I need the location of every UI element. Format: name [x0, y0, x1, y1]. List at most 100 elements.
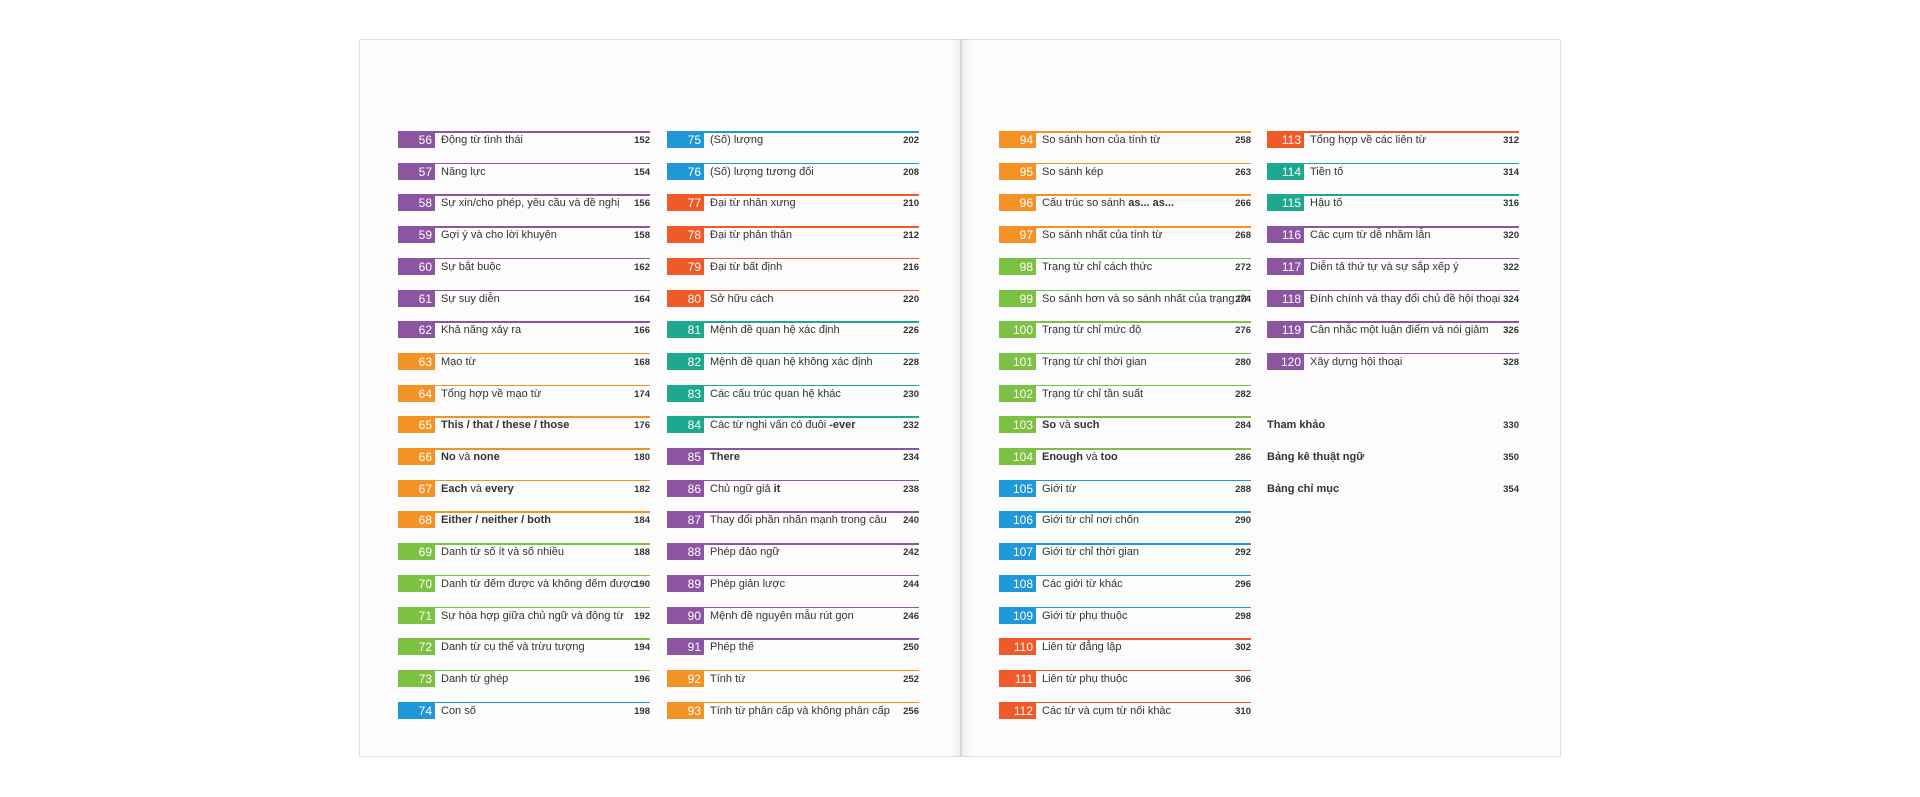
unit-title: Sự hòa hợp giữa chủ ngữ và động từ	[441, 609, 624, 622]
unit-title: So và such	[1042, 417, 1099, 433]
toc-entry: 56 Động từ tình thái 152	[398, 131, 650, 161]
page-number: 202	[903, 135, 919, 146]
entry-rule	[1267, 321, 1519, 323]
entry-rule	[667, 479, 919, 482]
unit-title: So sánh hơn và so sánh nhất của trạng từ	[1042, 292, 1248, 305]
toc-entry: 74 Con số 198	[398, 701, 650, 732]
entry-rule	[398, 416, 650, 418]
unit-title: Sự bắt buộc	[441, 260, 501, 273]
unit-number: 71	[398, 606, 435, 624]
unit-number: 57	[398, 162, 435, 180]
unit-number: 90	[667, 606, 704, 624]
unit-number: 97	[999, 226, 1036, 244]
entry-rule	[398, 162, 650, 165]
unit-title: Enough và too	[1042, 449, 1118, 465]
extra-title: Bảng chỉ mục	[1267, 482, 1340, 495]
unit-number: 70	[398, 574, 435, 592]
extra-title: Tham khảo	[1267, 419, 1326, 432]
page-number: 350	[1503, 452, 1519, 463]
toc-entry: 107 Giới từ chỉ thời gian 292	[999, 543, 1251, 573]
entry-rule	[398, 448, 650, 450]
entry-rule	[398, 638, 650, 640]
unit-title: This / that / these / those	[441, 417, 569, 433]
entry-rule	[667, 669, 919, 672]
entry-rule	[999, 701, 1251, 704]
entry-rule	[398, 606, 650, 608]
entry-rule	[398, 543, 650, 545]
unit-number: 82	[667, 352, 704, 370]
page-number: 162	[634, 261, 650, 273]
unit-title: Mệnh đề nguyên mẫu rút gọn	[710, 609, 854, 622]
unit-title: Liên từ đẳng lập	[1042, 641, 1122, 654]
entry-rule	[999, 416, 1251, 418]
toc-entry: 78 Đại từ phản thân 212	[667, 226, 919, 256]
page-number: 314	[1503, 166, 1519, 178]
unit-number: 69	[398, 543, 435, 561]
toc-entry: 57 Năng lực 154	[398, 162, 650, 193]
unit-title: Giới từ	[1042, 482, 1077, 495]
entry-rule	[667, 257, 919, 260]
title-segment: và	[1082, 451, 1101, 463]
toc-entry: 80 Sở hữu cách 220	[667, 289, 919, 320]
toc-entry: 108 Các giới từ khác 296	[999, 574, 1251, 605]
page-number: 266	[1235, 198, 1251, 210]
toc-entry: 103 So và such 284	[999, 416, 1251, 446]
title-segment: Enough	[1042, 451, 1083, 463]
toc-entry: 77 Đại từ nhân xưng 210	[667, 194, 919, 224]
unit-number: 62	[398, 321, 435, 339]
unit-title: So sánh nhất của tính từ	[1042, 229, 1163, 242]
unit-number: 72	[398, 638, 435, 656]
page-number: 354	[1503, 483, 1519, 495]
unit-number: 114	[1267, 162, 1304, 180]
toc-entry: 62 Khả năng xảy ra 166	[398, 321, 650, 351]
unit-title: Các từ nghi vấn có đuôi -ever	[710, 417, 856, 433]
title-segment: none	[473, 451, 500, 463]
toc-entry: 89 Phép giản lược 244	[667, 574, 919, 605]
entry-rule	[999, 352, 1251, 355]
toc-entry: 76 (Số) lượng tương đối 208	[667, 162, 919, 193]
right-page	[961, 39, 1561, 757]
toc-entry: 83 Các cấu trúc quan hệ khác 230	[667, 384, 919, 415]
unit-title: Trạng từ chỉ cách thức	[1042, 260, 1153, 273]
entry-rule	[398, 384, 650, 387]
title-segment: No	[441, 451, 456, 463]
unit-title: Tổng hợp về mạo từ	[441, 387, 542, 400]
title-segment: too	[1100, 451, 1118, 463]
title-segment: Cấu trúc so sánh	[1042, 197, 1129, 210]
title-segment: Either / neither / both	[441, 514, 552, 527]
page-number: 158	[634, 230, 650, 242]
page-number: 230	[903, 388, 919, 400]
toc-entry: 70 Danh từ đếm được và không đếm được 190	[398, 574, 650, 605]
unit-number: 65	[398, 416, 435, 434]
unit-number: 103	[999, 416, 1036, 434]
title-segment: as... as...	[1128, 197, 1175, 210]
toc-entry: 118 Đính chính và thay đổi chủ đề hội tho…	[1267, 289, 1519, 320]
page-number: 192	[634, 610, 650, 622]
unit-title: Mệnh đề quan hệ không xác định	[710, 355, 873, 368]
toc-entry: 99 So sánh hơn và so sánh nhất của trạng …	[999, 289, 1251, 320]
page-number: 330	[1503, 420, 1519, 432]
unit-title: Các cụm từ dễ nhầm lẫn	[1310, 229, 1431, 242]
title-segment: Các từ nghi vấn có đuôi	[710, 419, 830, 432]
toc-entry: 88 Phép đảo ngữ 242	[667, 543, 919, 573]
toc-entry: 58 Sự xin/cho phép, yêu cầu và đề nghị 156	[398, 194, 650, 224]
toc-entry: 113 Tổng hợp về các liên từ 312	[1267, 131, 1519, 161]
unit-title: Năng lực	[441, 165, 486, 178]
entry-rule	[999, 131, 1251, 133]
toc-entry: 87 Thay đổi phần nhấn mạnh trong câu 240	[667, 511, 919, 541]
page-number: 242	[903, 547, 919, 559]
unit-number: 100	[999, 321, 1036, 339]
entry-rule	[398, 574, 650, 577]
toc-entry: 61 Sự suy diễn 164	[398, 289, 650, 320]
page-number: 252	[903, 673, 919, 685]
toc-entry: 100 Trạng từ chỉ mức độ 276	[999, 321, 1251, 351]
page-number: 280	[1235, 356, 1251, 368]
unit-number: 74	[398, 701, 435, 719]
unit-title: Gợi ý và cho lời khuyên	[441, 229, 557, 242]
entry-rule	[667, 574, 919, 577]
toc-entry: 82 Mệnh đề quan hệ không xác định 228	[667, 352, 919, 383]
toc-entry: 95 So sánh kép 263	[999, 162, 1251, 193]
unit-title: Các giới từ khác	[1042, 577, 1123, 590]
unit-number: 85	[667, 448, 704, 465]
page-number: 322	[1503, 261, 1519, 273]
